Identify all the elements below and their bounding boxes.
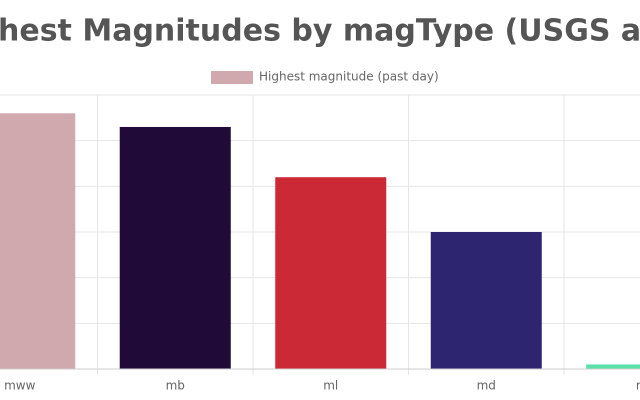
bar — [586, 364, 640, 369]
x-tick-label: m — [636, 379, 640, 393]
x-tick-label: ml — [323, 379, 338, 393]
legend-label: Highest magnitude (past day) — [259, 70, 439, 84]
bar — [275, 177, 387, 369]
legend-swatch — [211, 71, 253, 84]
chart-title: hest Magnitudes by magType (USGS all d — [0, 14, 640, 49]
bar — [0, 113, 76, 370]
x-tick-label: mb — [166, 379, 185, 393]
x-tick-label: md — [477, 379, 496, 393]
x-tick-label: mww — [4, 379, 36, 393]
bar — [119, 126, 231, 369]
bar — [430, 232, 542, 369]
